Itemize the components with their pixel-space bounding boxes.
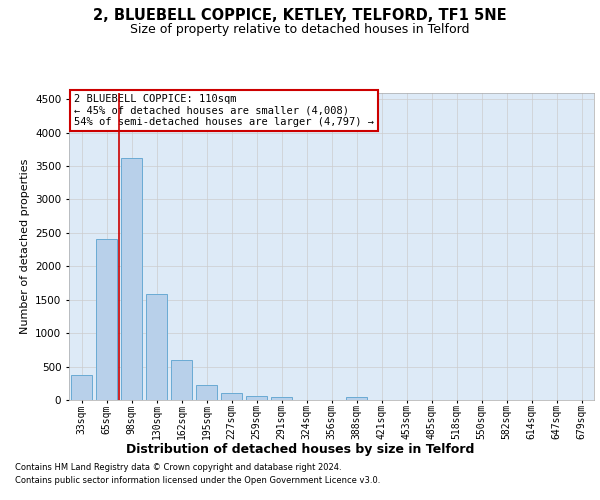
Bar	[171, 360, 192, 400]
Bar	[246, 396, 267, 400]
Text: Distribution of detached houses by size in Telford: Distribution of detached houses by size …	[126, 442, 474, 456]
Bar	[121, 158, 142, 400]
Bar	[346, 396, 367, 400]
Bar	[146, 294, 167, 400]
Text: Contains HM Land Registry data © Crown copyright and database right 2024.: Contains HM Land Registry data © Crown c…	[15, 464, 341, 472]
Bar	[96, 239, 117, 400]
Bar	[196, 385, 217, 400]
Text: 2, BLUEBELL COPPICE, KETLEY, TELFORD, TF1 5NE: 2, BLUEBELL COPPICE, KETLEY, TELFORD, TF…	[93, 8, 507, 22]
Bar	[221, 392, 242, 400]
Text: Size of property relative to detached houses in Telford: Size of property relative to detached ho…	[130, 22, 470, 36]
Text: Contains public sector information licensed under the Open Government Licence v3: Contains public sector information licen…	[15, 476, 380, 485]
Bar	[71, 376, 92, 400]
Text: 2 BLUEBELL COPPICE: 110sqm
← 45% of detached houses are smaller (4,008)
54% of s: 2 BLUEBELL COPPICE: 110sqm ← 45% of deta…	[74, 94, 374, 127]
Bar	[271, 397, 292, 400]
Y-axis label: Number of detached properties: Number of detached properties	[20, 158, 29, 334]
